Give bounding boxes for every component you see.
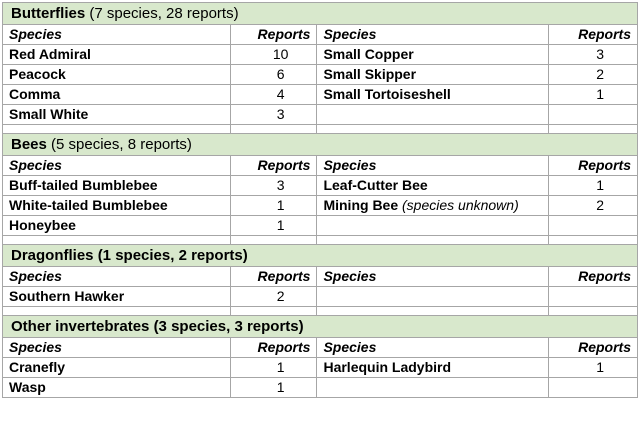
species-header: Species: [316, 337, 550, 358]
species-name: Comma: [2, 84, 231, 105]
table-row: Southern Hawker 2: [2, 286, 638, 307]
section-count: (5 species, 8 reports): [51, 136, 192, 153]
species-name-text: Mining Bee: [323, 197, 399, 213]
species-header: Species: [2, 155, 231, 176]
reports-header: Reports: [548, 155, 638, 176]
table-row: Comma 4 Small Tortoiseshell 1: [2, 84, 638, 105]
reports-header: Reports: [229, 155, 318, 176]
report-count: 2: [229, 286, 318, 307]
reports-header: Reports: [548, 337, 638, 358]
species-name: [316, 286, 550, 307]
report-count: 2: [548, 64, 638, 85]
species-header: Species: [2, 266, 231, 287]
section-title: Bees: [11, 136, 47, 153]
species-name: Honeybee: [2, 215, 231, 236]
table-row: Small White 3: [2, 104, 638, 125]
report-count: 3: [229, 104, 318, 125]
section-header-butterflies: Butterflies (7 species, 28 reports): [2, 2, 638, 25]
species-name: Small Skipper: [316, 64, 550, 85]
report-count: 10: [229, 44, 318, 65]
table-row: Red Admiral 10 Small Copper 3: [2, 44, 638, 65]
section-title: Dragonflies: [11, 247, 94, 264]
section-header-other-invertebrates: Other invertebrates (3 species, 3 report…: [2, 315, 638, 338]
report-count: 4: [229, 84, 318, 105]
species-header: Species: [2, 337, 231, 358]
species-header: Species: [316, 24, 550, 45]
report-count: [548, 286, 638, 307]
report-count: 1: [229, 195, 318, 216]
spacer-row: [2, 306, 638, 316]
report-count: [548, 215, 638, 236]
species-name: Red Admiral: [2, 44, 231, 65]
species-header: Species: [316, 266, 550, 287]
section-title: Butterflies: [11, 5, 86, 22]
column-header-row: Species Reports Species Reports: [2, 266, 638, 287]
table-row: Cranefly 1 Harlequin Ladybird 1: [2, 357, 638, 378]
species-name: Buff-tailed Bumblebee: [2, 175, 231, 196]
table-row: White-tailed Bumblebee 1 Mining Bee (spe…: [2, 195, 638, 216]
table-row: Buff-tailed Bumblebee 3 Leaf-Cutter Bee …: [2, 175, 638, 196]
section-title: Other invertebrates: [11, 318, 150, 335]
species-name: Cranefly: [2, 357, 231, 378]
reports-header: Reports: [548, 24, 638, 45]
species-name: Leaf-Cutter Bee: [316, 175, 550, 196]
species-name: Small White: [2, 104, 231, 125]
report-count: 6: [229, 64, 318, 85]
species-name: Wasp: [2, 377, 231, 398]
species-report-table: Butterflies (7 species, 28 reports) Spec…: [2, 2, 638, 398]
report-count: [548, 104, 638, 125]
spacer-row: [2, 124, 638, 134]
species-name: [316, 215, 550, 236]
species-name: Southern Hawker: [2, 286, 231, 307]
reports-header: Reports: [229, 24, 318, 45]
spacer-row: [2, 235, 638, 245]
report-count: 1: [548, 357, 638, 378]
column-header-row: Species Reports Species Reports: [2, 24, 638, 45]
section-header-bees: Bees (5 species, 8 reports): [2, 133, 638, 156]
species-name: Mining Bee (species unknown): [316, 195, 550, 216]
species-name: Small Copper: [316, 44, 550, 65]
species-header: Species: [316, 155, 550, 176]
species-name: Small Tortoiseshell: [316, 84, 550, 105]
reports-header: Reports: [229, 266, 318, 287]
report-count: 3: [229, 175, 318, 196]
report-count: 1: [548, 175, 638, 196]
report-count: 1: [229, 215, 318, 236]
species-name: Peacock: [2, 64, 231, 85]
species-header: Species: [2, 24, 231, 45]
report-count: 2: [548, 195, 638, 216]
species-note: (species unknown): [402, 197, 519, 213]
species-name: White-tailed Bumblebee: [2, 195, 231, 216]
table-row: Honeybee 1: [2, 215, 638, 236]
section-count: (1 species, 2 reports): [97, 247, 248, 264]
reports-header: Reports: [229, 337, 318, 358]
column-header-row: Species Reports Species Reports: [2, 337, 638, 358]
column-header-row: Species Reports Species Reports: [2, 155, 638, 176]
report-count: 1: [548, 84, 638, 105]
section-count: (7 species, 28 reports): [89, 5, 239, 22]
reports-header: Reports: [548, 266, 638, 287]
section-header-dragonflies: Dragonflies (1 species, 2 reports): [2, 244, 638, 267]
species-name: [316, 377, 550, 398]
table-row: Peacock 6 Small Skipper 2: [2, 64, 638, 85]
table-row: Wasp 1: [2, 377, 638, 398]
report-count: 1: [229, 377, 318, 398]
report-count: 3: [548, 44, 638, 65]
report-count: [548, 377, 638, 398]
species-name: Harlequin Ladybird: [316, 357, 550, 378]
report-count: 1: [229, 357, 318, 378]
species-name: [316, 104, 550, 125]
section-count: (3 species, 3 reports): [153, 318, 304, 335]
